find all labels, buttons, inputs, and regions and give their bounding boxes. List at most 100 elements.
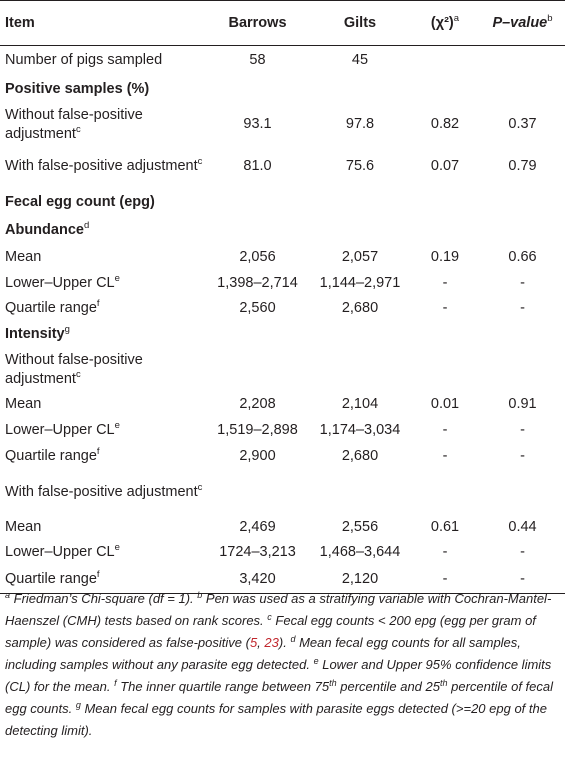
footnote-text: Fecal egg counts < 200 epg (egg per gram… xyxy=(5,613,536,650)
table-row: With false-positive adjustmentc xyxy=(0,470,565,516)
cell-p-value xyxy=(480,348,565,392)
cell-gilts: 2,680 xyxy=(341,448,379,464)
cell-p-value: 0.44 xyxy=(508,519,537,535)
cell-p-value: - xyxy=(520,448,525,464)
reference-link[interactable]: 23 xyxy=(264,635,279,650)
results-table: Item Barrows Gilts (χ²)a P–valueb Number of … xyxy=(0,0,565,594)
cell-chi-square xyxy=(410,218,480,244)
table-row: Intensityg xyxy=(0,322,565,348)
footnote-text: ). xyxy=(278,635,291,650)
cell-p-value xyxy=(480,46,565,76)
cell-gilts xyxy=(310,188,410,218)
cell-barrows: 58 xyxy=(249,52,266,69)
cell-barrows: 1,398–2,714 xyxy=(217,275,298,291)
row-label: Lower–Upper CLe xyxy=(5,273,120,291)
row-label: With false-positive adjustmentc xyxy=(5,156,203,174)
cell-gilts: 1,468–3,644 xyxy=(319,544,401,560)
cell-chi-square xyxy=(410,46,480,76)
table-header: Item Barrows Gilts (χ²)a P–valueb xyxy=(0,0,565,46)
cell-gilts: 2,120 xyxy=(341,570,379,587)
footnote-marker: th xyxy=(439,678,448,688)
header-gilts: Gilts xyxy=(343,14,377,31)
table-footnote: a Friedman’s Chi-square (df = 1). b Pen … xyxy=(5,588,557,742)
cell-barrows: 2,208 xyxy=(239,396,276,412)
table-row: Quartile rangef 3,420 2,120 - - xyxy=(0,566,565,594)
cell-chi-square xyxy=(410,470,480,516)
cell-p-value: - xyxy=(520,570,525,587)
table-row: Without false-positive adjustmentc xyxy=(0,348,565,392)
cell-p-value: - xyxy=(520,300,525,316)
cell-chi-square xyxy=(410,76,480,104)
row-label: With false-positive adjustmentc xyxy=(5,482,203,500)
cell-gilts: 75.6 xyxy=(345,158,375,174)
row-label: Quartile rangef xyxy=(5,446,100,464)
cell-p-value: 0.91 xyxy=(508,396,537,412)
row-label: Quartile rangef xyxy=(5,298,100,316)
footnote-text: percentile and 25 xyxy=(336,679,440,694)
cell-gilts: 2,104 xyxy=(341,396,379,412)
table-row: Quartile rangef 2,900 2,680 - - xyxy=(0,444,565,470)
footnote-marker: th xyxy=(329,678,337,688)
cell-chi-square: 0.82 xyxy=(430,116,460,132)
table-row: Mean 2,056 2,057 0.19 0.66 xyxy=(0,244,565,272)
reference-link[interactable]: 5 xyxy=(249,635,258,650)
footnote-text: , xyxy=(257,635,265,650)
table-row: Without false-positive adjustmentc 93.1 97… xyxy=(0,104,565,146)
table-row: Fecal egg count (epg) xyxy=(0,188,565,218)
cell-chi-square: - xyxy=(442,448,448,464)
cell-gilts: 45 xyxy=(351,52,369,69)
cell-gilts: 1,174–3,034 xyxy=(319,422,401,438)
footnote-text: Pen was used as a stratifying variable w… xyxy=(5,591,552,628)
cell-chi-square: 0.19 xyxy=(430,249,460,265)
cell-barrows xyxy=(205,322,310,348)
row-label: Lower–Upper CLe xyxy=(5,542,120,560)
cell-p-value: 0.66 xyxy=(508,249,537,265)
cell-p-value xyxy=(480,76,565,104)
cell-p-value: - xyxy=(520,544,525,560)
cell-barrows: 2,560 xyxy=(239,300,276,316)
cell-barrows: 3,420 xyxy=(239,570,276,587)
table-row: Mean 2,208 2,104 0.01 0.91 xyxy=(0,392,565,418)
footnote-marker: a xyxy=(5,590,11,600)
row-label: Intensityg xyxy=(5,324,70,342)
cell-barrows: 2,469 xyxy=(239,519,276,535)
row-label: Without false-positive adjustmentc xyxy=(5,351,143,387)
cell-gilts xyxy=(310,348,410,392)
footnote-marker: c xyxy=(267,612,272,622)
footnote-marker: b xyxy=(197,590,203,600)
cell-gilts: 2,556 xyxy=(341,519,379,535)
cell-barrows: 2,900 xyxy=(239,448,276,464)
cell-p-value xyxy=(480,470,565,516)
cell-chi-square: 0.01 xyxy=(430,396,460,412)
cell-gilts xyxy=(310,322,410,348)
row-label: Lower–Upper CLe xyxy=(5,420,120,438)
cell-barrows: 93.1 xyxy=(243,116,272,132)
table-row: Lower–Upper CLe 1724–3,213 1,468–3,644 - - xyxy=(0,540,565,566)
cell-barrows xyxy=(205,470,310,516)
cell-chi-square: - xyxy=(442,275,448,291)
cell-gilts xyxy=(310,470,410,516)
footnote-text: percentile of fecal egg counts. xyxy=(5,679,554,716)
cell-gilts: 97.8 xyxy=(345,116,375,132)
table-row: Lower–Upper CLe 1,398–2,714 1,144–2,971 - - xyxy=(0,272,565,296)
row-label: Mean xyxy=(5,249,42,265)
cell-chi-square: - xyxy=(442,544,448,560)
footnote-text: Mean fecal egg counts for all samples, i… xyxy=(5,635,521,672)
footnote-marker: d xyxy=(290,634,296,644)
table-row: Positive samples (%) xyxy=(0,76,565,104)
footnote-text: Friedman’s Chi-square (df = 1). xyxy=(10,591,198,606)
cell-chi-square: 0.07 xyxy=(430,158,460,174)
cell-barrows: 1,519–2,898 xyxy=(217,422,298,438)
cell-gilts: 2,680 xyxy=(341,300,379,316)
cell-chi-square xyxy=(410,188,480,218)
footnote-marker: g xyxy=(75,700,81,710)
header-barrows: Barrows xyxy=(228,14,287,31)
row-label: Mean xyxy=(5,519,42,535)
cell-p-value: - xyxy=(520,422,525,438)
row-label: Positive samples (%) xyxy=(5,81,150,97)
cell-p-value xyxy=(480,322,565,348)
row-label: Abundanced xyxy=(5,220,90,238)
row-label: Number of pigs sampled xyxy=(5,52,163,69)
cell-barrows xyxy=(205,76,310,104)
